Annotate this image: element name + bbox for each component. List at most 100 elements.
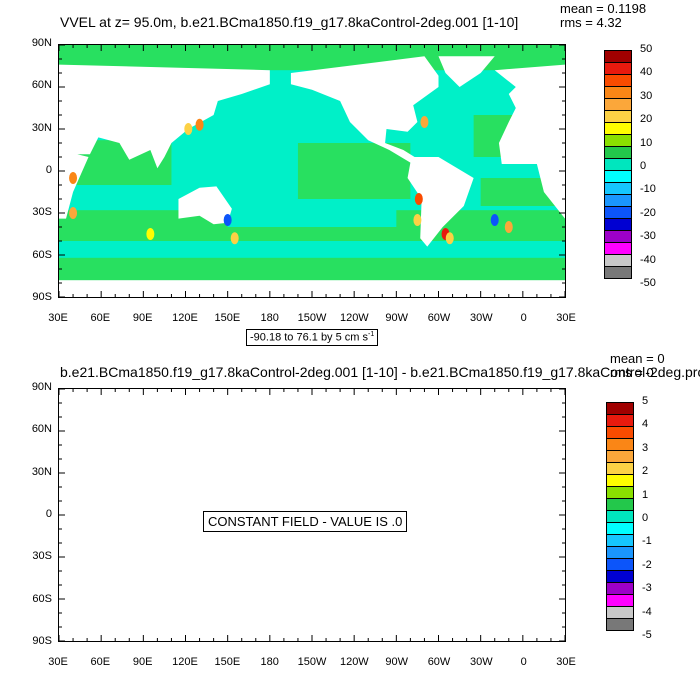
colorbar-label: 5 [642, 395, 649, 407]
lon-tick-label: 90W [385, 656, 408, 668]
lon-tick-label: 30W [470, 656, 493, 668]
lon-tick-label: 30E [48, 656, 68, 668]
field-hotspot [195, 118, 204, 131]
lon-tick-label: 150W [297, 656, 327, 668]
colorbar-label: 2 [642, 465, 649, 478]
colorbar-label: 10 [640, 136, 653, 149]
lon-tick-label: 150E [214, 656, 241, 668]
lon-tick-label: 30E [556, 656, 576, 668]
top-rms: rms = 4.32 [560, 15, 622, 30]
field-hotspot [223, 214, 232, 226]
lat-tick-label: 60S [32, 248, 52, 261]
colorbar-label: -50 [640, 277, 656, 289]
range-sup: -1 [368, 331, 375, 338]
field-hotspot [414, 193, 423, 205]
lat-tick-label: 60S [32, 592, 52, 605]
lon-tick-label: 150W [297, 312, 327, 324]
lat-tick-label: 30S [32, 550, 52, 563]
lat-tick-label: 0 [45, 164, 52, 176]
lat-tick-label: 30N [31, 465, 52, 478]
lon-tick-label: 60E [90, 656, 111, 668]
colorbar-label: -40 [640, 253, 656, 266]
lon-tick-label: 180 [260, 312, 279, 324]
colorbar-label: 40 [640, 66, 653, 79]
colorbar-label: -1 [642, 535, 652, 548]
land-australia [178, 186, 232, 225]
top-mean: mean = 0.1198 [560, 1, 647, 16]
ocean-band [227, 199, 397, 227]
lon-tick-label: 150E [214, 312, 241, 324]
lon-tick-label: 60W [427, 656, 451, 668]
lat-tick-label: 90S [32, 635, 52, 647]
colorbar-label: -5 [642, 629, 652, 641]
lat-tick-label: 90N [31, 381, 52, 393]
lon-tick-label: 90E [132, 312, 153, 324]
lon-tick-label: 120W [339, 312, 369, 324]
field-hotspot [413, 214, 422, 226]
colorbar-label: -4 [642, 605, 652, 618]
lat-tick-label: 60N [31, 79, 52, 92]
range-text: -90.18 to 76.1 by 5 cm s [250, 331, 369, 344]
lat-tick-label: 0 [45, 508, 52, 520]
field-hotspot [69, 172, 78, 184]
lon-tick-label: 60E [90, 312, 111, 324]
top-panel: VVEL at z= 95.0m, b.e21.BCma1850.f19_g17… [31, 1, 656, 346]
field-hotspot [69, 207, 78, 219]
lon-tick-label: 120E [172, 656, 198, 668]
colorbar-label: -10 [640, 183, 656, 196]
colorbar-label: 3 [642, 441, 649, 454]
bottom-mean: mean = 0 [610, 351, 665, 366]
colorbar-label: -2 [642, 558, 652, 571]
lon-tick-label: 120E [172, 312, 198, 324]
land-eurasia-africa [59, 64, 270, 219]
lon-tick-label: 90W [385, 312, 408, 324]
colorbar-label: 0 [640, 160, 647, 172]
bottom-plot-title: b.e21.BCma1850.f19_g17.8kaControl-2deg.0… [60, 364, 700, 380]
colorbar-label: 30 [640, 89, 653, 102]
lon-tick-label: 60W [427, 312, 451, 324]
lon-tick-label: 120W [339, 656, 369, 668]
lon-tick-label: 30E [48, 312, 68, 324]
colorbar-label: 1 [642, 488, 649, 501]
field-hotspot [420, 116, 429, 128]
land-europe-africa [494, 64, 565, 219]
lat-tick-label: 90S [32, 291, 52, 303]
lon-tick-label: 0 [520, 656, 527, 668]
ocean-band [297, 143, 411, 199]
lon-tick-label: 90E [132, 656, 153, 668]
top-map [59, 45, 565, 297]
colorbar-label: 50 [640, 43, 653, 55]
top-range-box: -90.18 to 76.1 by 5 cm s-1 [246, 329, 379, 346]
lat-tick-label: 60N [31, 423, 52, 436]
colorbar-swatch [604, 266, 632, 279]
lat-tick-label: 30N [31, 121, 52, 134]
bottom-map [59, 389, 565, 641]
lat-tick-label: 30S [32, 206, 52, 219]
colorbar-label: 4 [642, 418, 649, 431]
land-americas [290, 56, 474, 247]
field-hotspot [230, 232, 239, 245]
ocean-band [59, 257, 565, 283]
lon-tick-label: 30W [470, 312, 493, 324]
bottom-rms: rms = 0 [610, 365, 654, 380]
colorbar-label: 0 [642, 512, 649, 524]
lat-tick-label: 90N [31, 37, 52, 49]
bottom-panel: b.e21.BCma1850.f19_g17.8kaControl-2deg.0… [0, 350, 700, 700]
colorbar-label: -20 [640, 206, 656, 219]
field-hotspot [504, 221, 513, 233]
constant-field-label: CONSTANT FIELD - VALUE IS .0 [203, 511, 408, 532]
field-hotspot [490, 214, 499, 226]
lon-tick-label: 180 [260, 656, 279, 668]
land-greenland [438, 56, 495, 87]
field-hotspot [146, 228, 155, 240]
colorbar-swatch [606, 618, 634, 631]
top-plot-title: VVEL at z= 95.0m, b.e21.BCma1850.f19_g17… [60, 14, 519, 30]
colorbar-label: -30 [640, 230, 656, 243]
colorbar-label: 20 [640, 113, 653, 126]
lon-tick-label: 30E [556, 312, 576, 324]
top-map-frame [58, 44, 566, 298]
field-hotspot [184, 123, 193, 135]
colorbar-label: -3 [642, 582, 652, 595]
field-hotspot [445, 232, 454, 245]
lon-tick-label: 0 [520, 312, 527, 324]
